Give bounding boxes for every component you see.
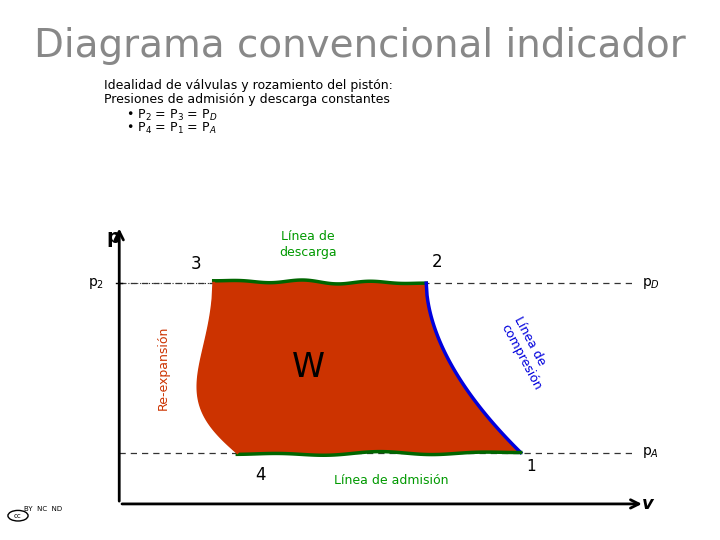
Text: p: p [107, 228, 120, 247]
Text: p$_D$: p$_D$ [642, 276, 660, 291]
Text: 4: 4 [255, 466, 266, 484]
Text: Línea de
descarga: Línea de descarga [279, 230, 337, 259]
Text: 1: 1 [526, 458, 536, 474]
Text: • P$_2$ = P$_3$ = P$_D$: • P$_2$ = P$_3$ = P$_D$ [126, 107, 217, 123]
Text: p$_A$: p$_A$ [642, 445, 659, 460]
Text: Re-expansión: Re-expansión [157, 326, 170, 410]
Text: W: W [292, 352, 325, 384]
Text: v: v [642, 495, 654, 513]
Text: 2: 2 [432, 253, 443, 271]
Text: BY  NC  ND: BY NC ND [24, 506, 62, 512]
Text: Diagrama convencional indicador: Diagrama convencional indicador [34, 27, 686, 65]
Polygon shape [198, 280, 521, 455]
Text: Línea de admisión: Línea de admisión [333, 474, 448, 487]
Text: 3: 3 [191, 254, 202, 273]
Text: Línea de
compresión: Línea de compresión [498, 315, 557, 392]
Text: Presiones de admisión y descarga constantes: Presiones de admisión y descarga constan… [104, 93, 390, 106]
Text: p$_2$: p$_2$ [89, 276, 104, 291]
Text: Idealidad de válvulas y rozamiento del pistón:: Idealidad de válvulas y rozamiento del p… [104, 79, 393, 92]
Text: • P$_4$ = P$_1$ = P$_A$: • P$_4$ = P$_1$ = P$_A$ [126, 121, 217, 136]
Text: cc: cc [14, 512, 22, 519]
